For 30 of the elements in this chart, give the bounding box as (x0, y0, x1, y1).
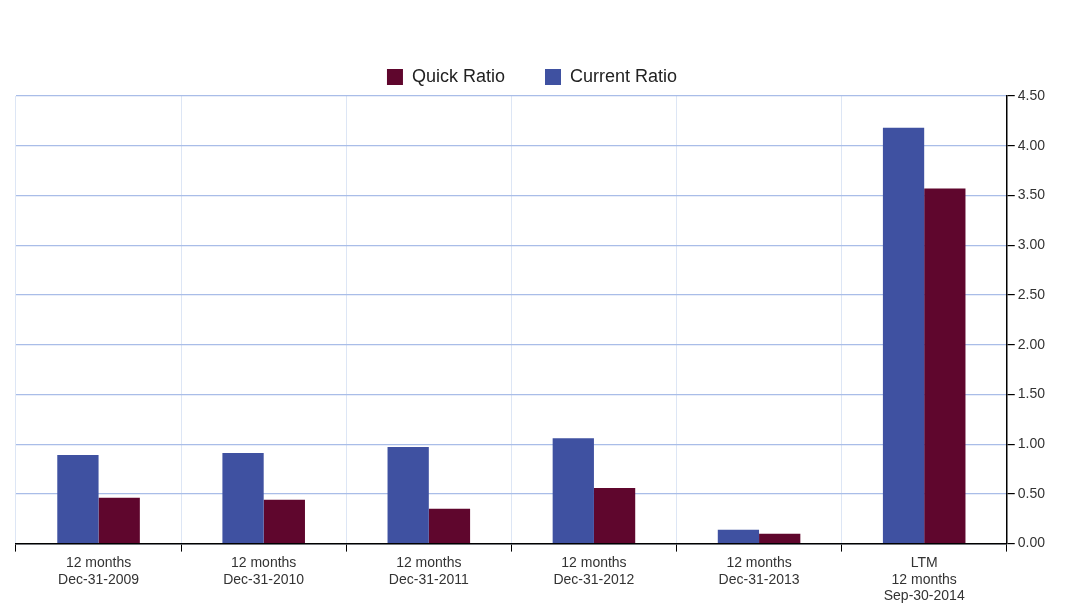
bar (222, 453, 264, 543)
y-tick-label: 3.50 (1017, 186, 1046, 203)
legend-label: Quick Ratio (411, 65, 506, 86)
bar (428, 508, 471, 543)
bar (552, 438, 594, 543)
bar (924, 188, 966, 543)
x-tick-label: 12 months Dec-31-2009 (58, 553, 140, 587)
x-tick-label: LTM 12 months Sep-30-2014 (883, 553, 965, 604)
bar (57, 455, 99, 543)
y-tick-label: 2.50 (1017, 285, 1046, 302)
bar (98, 497, 140, 543)
y-tick-label: 2.00 (1017, 335, 1046, 352)
y-tick-label: 4.00 (1017, 136, 1046, 153)
y-tick-label: 0.00 (1017, 534, 1046, 551)
y-tick-label: 0.50 (1017, 484, 1046, 501)
legend-label: Current Ratio (570, 65, 678, 86)
bar (882, 127, 925, 543)
y-tick-label: 1.00 (1017, 434, 1046, 451)
bar (759, 533, 801, 543)
y-tick-label: 1.50 (1017, 385, 1046, 402)
y-tick-label: 4.50 (1017, 86, 1046, 103)
bar (387, 447, 429, 543)
bar (263, 499, 305, 543)
x-tick-label: 12 months Dec-31-2013 (718, 553, 800, 587)
bar (717, 529, 760, 543)
y-tick-label: 3.00 (1017, 236, 1046, 253)
x-tick-label: 12 months Dec-31-2010 (223, 553, 305, 587)
x-tick-label: 12 months Dec-31-2011 (388, 553, 469, 587)
x-tick-label: 12 months Dec-31-2012 (553, 553, 635, 587)
bar (593, 487, 636, 543)
